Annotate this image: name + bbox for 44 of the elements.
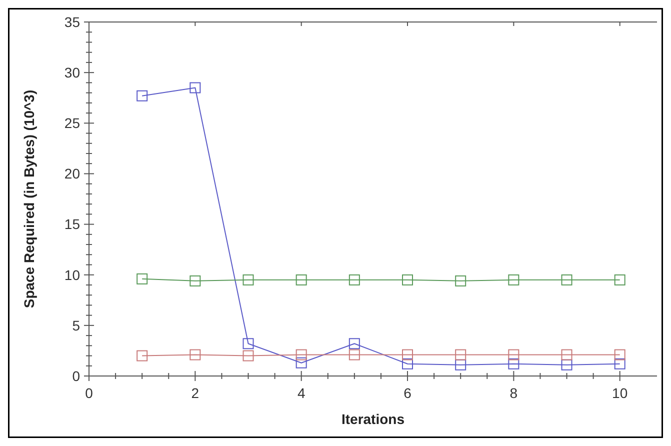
point <box>561 274 572 286</box>
x-tick-label: 8 <box>510 385 518 401</box>
point <box>508 358 520 370</box>
y-tick-label: 10 <box>64 266 80 283</box>
point <box>561 349 572 360</box>
point <box>190 275 201 286</box>
point <box>348 349 360 360</box>
point <box>508 349 520 360</box>
x-tick-label: 0 <box>85 385 94 401</box>
x-tick-label: 4 <box>297 385 306 401</box>
x-tick-label: 2 <box>191 385 200 401</box>
point <box>136 273 148 284</box>
point <box>402 349 414 360</box>
y-tick-label: 0 <box>72 368 80 384</box>
y-tick-label: 5 <box>72 317 80 334</box>
point <box>190 349 201 360</box>
y-tick-label: 20 <box>64 166 80 182</box>
x-tick-label: 6 <box>404 385 412 401</box>
point <box>402 274 414 286</box>
point <box>455 349 466 360</box>
point <box>136 90 148 102</box>
point <box>614 358 626 370</box>
point <box>614 274 626 286</box>
point <box>296 357 307 368</box>
y-tick-label: 25 <box>64 115 80 132</box>
y-axis-title: Space Required (in Bytes) (10^3) <box>21 90 37 308</box>
point <box>296 349 307 360</box>
y-tick-label: 30 <box>64 64 80 80</box>
point <box>296 274 307 286</box>
point <box>136 350 148 362</box>
point <box>242 274 254 286</box>
x-axis-title: Iterations <box>341 411 405 427</box>
point <box>242 350 254 362</box>
y-tick-label: 35 <box>64 14 80 30</box>
point <box>348 274 360 286</box>
point <box>614 349 626 360</box>
point <box>402 358 414 370</box>
x-tick-label: 10 <box>612 385 628 401</box>
point <box>508 274 520 286</box>
point <box>455 275 466 286</box>
y-tick-label: 15 <box>64 216 80 232</box>
point <box>348 338 360 350</box>
point <box>242 338 254 350</box>
point <box>190 82 201 94</box>
